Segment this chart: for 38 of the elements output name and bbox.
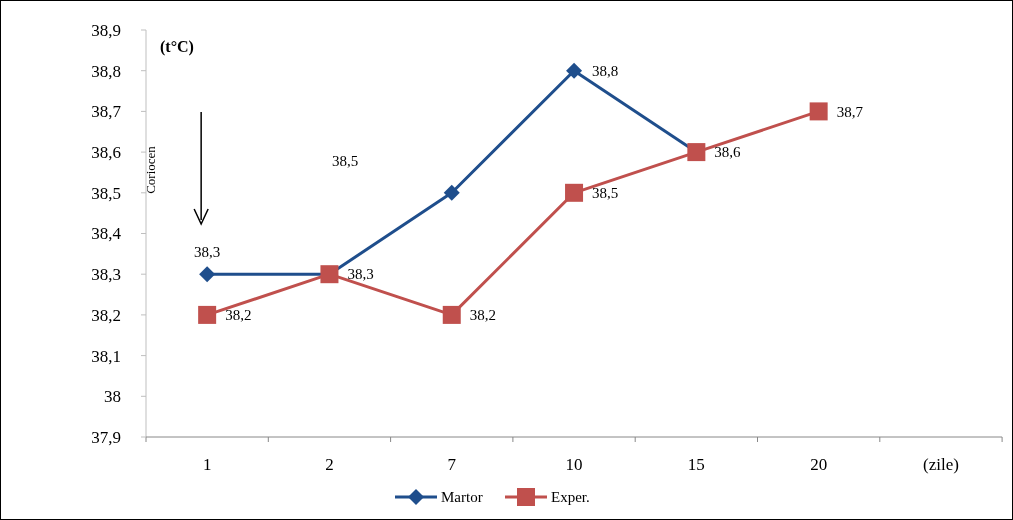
y-tick-label: 38,5	[91, 183, 121, 203]
data-label: 38,3	[194, 244, 221, 261]
annotation: 38,5	[331, 153, 359, 169]
data-label: 38,7	[836, 103, 864, 120]
annotation: Coriocen	[143, 145, 159, 194]
x-tick-label: 7	[447, 455, 457, 474]
y-tick-label: 37,9	[91, 427, 121, 447]
data-label: 38,3	[347, 266, 374, 283]
point	[198, 305, 217, 324]
y-tick-label: 38,2	[91, 305, 121, 325]
x-tick-label: 10	[565, 455, 583, 474]
legend-label: Exper.	[551, 489, 590, 506]
data-label: 38,2	[469, 307, 496, 324]
data-label: 38,5	[592, 185, 619, 202]
x-axis-title: (zile)	[923, 455, 959, 474]
x-tick-label: 20	[810, 455, 828, 474]
x-tick-label: 2	[325, 455, 334, 474]
x-tick-label: 1	[202, 455, 212, 474]
y-axis-title: (t°C)	[160, 38, 194, 56]
point	[443, 184, 460, 201]
x-tick-label: 15	[687, 455, 705, 474]
y-tick-label: 38	[104, 387, 121, 407]
y-tick-label: 38,1	[91, 346, 121, 366]
y-tick-label: 38,6	[91, 143, 121, 163]
point	[809, 102, 828, 121]
data-label: 38,8	[592, 62, 619, 79]
y-tick-label: 38,4	[91, 224, 122, 244]
point	[566, 62, 583, 79]
point	[199, 266, 216, 283]
data-label: 38,2	[225, 307, 252, 324]
point	[442, 305, 461, 324]
y-tick-label: 38,9	[91, 20, 121, 40]
data-label: 38,6	[714, 144, 742, 161]
y-tick-label: 38,8	[91, 61, 121, 81]
legend-label: Martor	[441, 489, 483, 506]
y-tick-label: 38,7	[91, 102, 122, 122]
y-tick-label: 38,3	[91, 265, 121, 285]
point	[565, 183, 584, 202]
